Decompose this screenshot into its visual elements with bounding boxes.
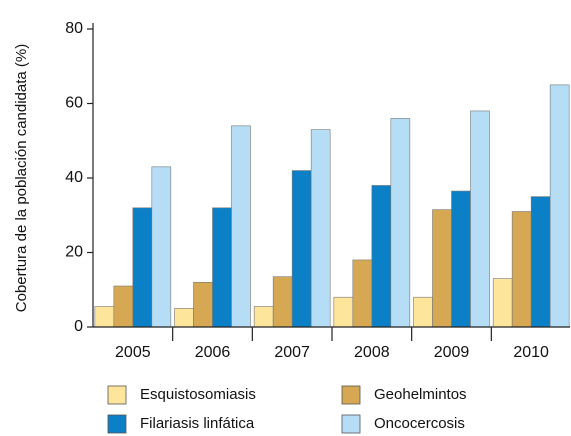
y-tick-label: 20 bbox=[65, 244, 83, 261]
bar bbox=[310, 129, 331, 328]
legend-label: Oncocercosis bbox=[374, 415, 465, 432]
x-tick-label: 2009 bbox=[434, 344, 470, 361]
bar bbox=[253, 306, 274, 328]
legend-label: Geohelmintos bbox=[374, 386, 467, 403]
bar bbox=[231, 125, 251, 328]
y-tick-label: 60 bbox=[65, 95, 83, 112]
legend-swatch bbox=[341, 385, 361, 405]
bar bbox=[530, 196, 551, 328]
legend-swatch bbox=[107, 385, 127, 405]
bar bbox=[352, 259, 373, 328]
bar bbox=[174, 308, 194, 328]
x-tick-label: 2005 bbox=[115, 344, 151, 361]
y-tick-label: 80 bbox=[65, 20, 83, 37]
bar bbox=[272, 276, 293, 328]
bar bbox=[113, 285, 134, 328]
legend-swatch bbox=[341, 414, 361, 434]
x-tick-label: 2010 bbox=[513, 344, 549, 361]
bar bbox=[371, 185, 392, 328]
y-tick-label: 40 bbox=[65, 169, 83, 186]
legend-label: Esquistosomiasis bbox=[140, 386, 256, 403]
bar bbox=[291, 170, 312, 328]
y-axis-label: Cobertura de la población candidata (%) bbox=[13, 44, 30, 313]
bar bbox=[193, 281, 213, 328]
bar bbox=[549, 84, 570, 328]
x-tick-label: 2006 bbox=[195, 344, 231, 361]
bar bbox=[413, 296, 433, 328]
bar bbox=[132, 207, 153, 328]
x-tick-label: 2008 bbox=[354, 344, 390, 361]
bar bbox=[451, 190, 471, 328]
legend-label: Filariasis linfática bbox=[140, 415, 255, 432]
bar bbox=[511, 211, 532, 328]
bar bbox=[333, 296, 354, 328]
bar bbox=[492, 278, 513, 328]
bar bbox=[390, 118, 411, 328]
bar bbox=[94, 306, 115, 328]
bar bbox=[470, 110, 490, 328]
x-tick-label: 2007 bbox=[274, 344, 310, 361]
y-tick-label: 0 bbox=[74, 318, 83, 335]
bar bbox=[151, 166, 172, 328]
bar bbox=[212, 207, 232, 328]
bar bbox=[432, 209, 452, 328]
legend-swatch bbox=[107, 414, 127, 434]
